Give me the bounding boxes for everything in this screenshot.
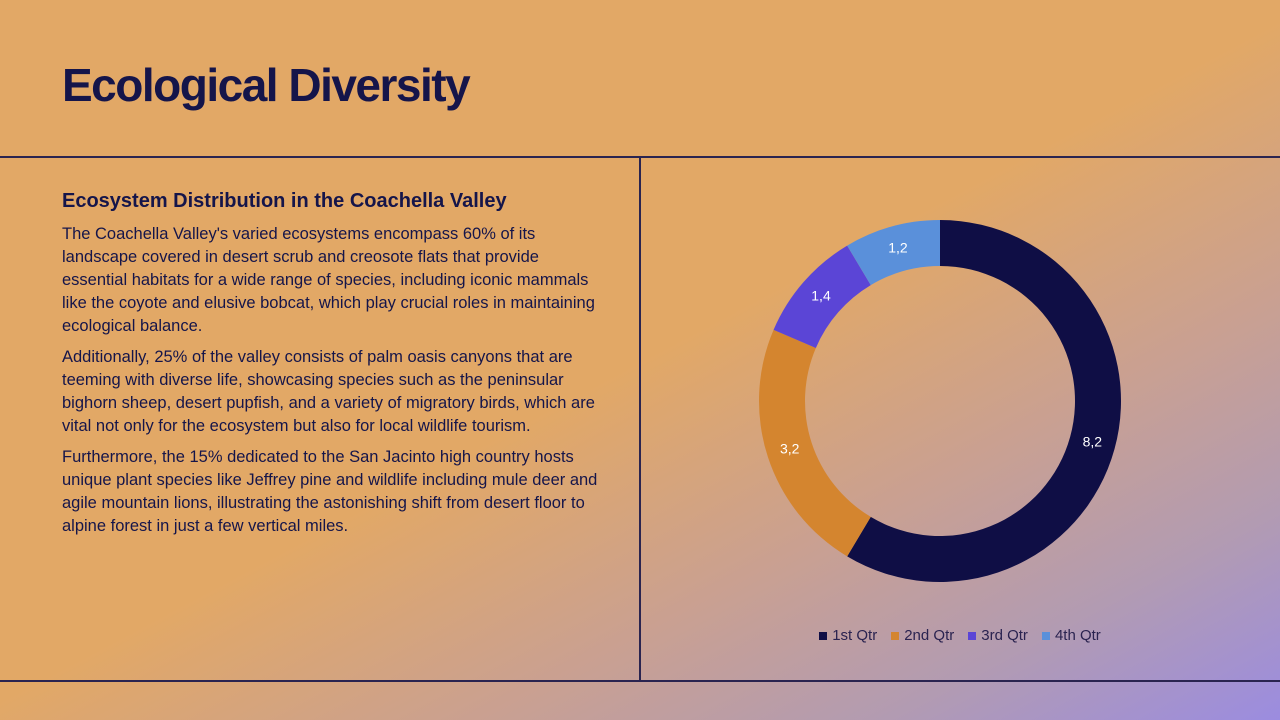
chart-legend: 1st Qtr 2nd Qtr 3rd Qtr 4th Qtr bbox=[640, 627, 1280, 644]
donut-chart: 8,2 3,2 1,4 1,2 1st Qtr 2nd Qtr 3rd Qtr 4th Qt… bbox=[640, 157, 1280, 680]
donut-slice-1 bbox=[847, 220, 1121, 582]
data-label-1: 8,2 bbox=[1083, 434, 1103, 450]
legend-swatch-1 bbox=[819, 631, 828, 640]
legend-label-1: 1st Qtr bbox=[832, 627, 878, 644]
data-label-3: 1,4 bbox=[811, 288, 831, 304]
legend-label-4: 4th Qtr bbox=[1054, 627, 1101, 644]
data-label-4: 1,2 bbox=[888, 239, 908, 255]
data-label-2: 3,2 bbox=[780, 441, 800, 457]
legend-label-3: 3rd Qtr bbox=[981, 627, 1028, 644]
legend-item-4: 4th Qtr bbox=[1041, 627, 1101, 644]
donut-slice-3 bbox=[773, 245, 871, 348]
paragraph-desert-scrub: The Coachella Valley's varied ecosystems… bbox=[62, 225, 595, 335]
legend-swatch-4 bbox=[1041, 631, 1050, 640]
donut-slice-4 bbox=[847, 220, 940, 286]
legend-swatch-3 bbox=[968, 631, 977, 640]
legend-swatch-2 bbox=[891, 631, 900, 640]
donut-chart-svg: 8,2 3,2 1,4 1,2 bbox=[759, 220, 1121, 582]
legend-label-2: 2nd Qtr bbox=[904, 627, 955, 644]
center-divider bbox=[639, 156, 641, 681]
legend-item-1: 1st Qtr bbox=[819, 627, 877, 644]
legend-item-3: 3rd Qtr bbox=[968, 627, 1028, 644]
legend-item-2: 2nd Qtr bbox=[891, 627, 954, 644]
slide-title: Ecological Diversity bbox=[62, 59, 471, 111]
donut-slice-2 bbox=[759, 329, 871, 557]
paragraph-high-country: Furthermore, the 15% dedicated to the Sa… bbox=[62, 448, 598, 535]
section-subtitle: Ecosystem Distribution in the Coachella … bbox=[62, 190, 507, 212]
paragraph-palm-oasis: Additionally, 25% of the valley consists… bbox=[62, 348, 595, 435]
text-panel: Ecosystem Distribution in the Coachella … bbox=[62, 190, 607, 546]
